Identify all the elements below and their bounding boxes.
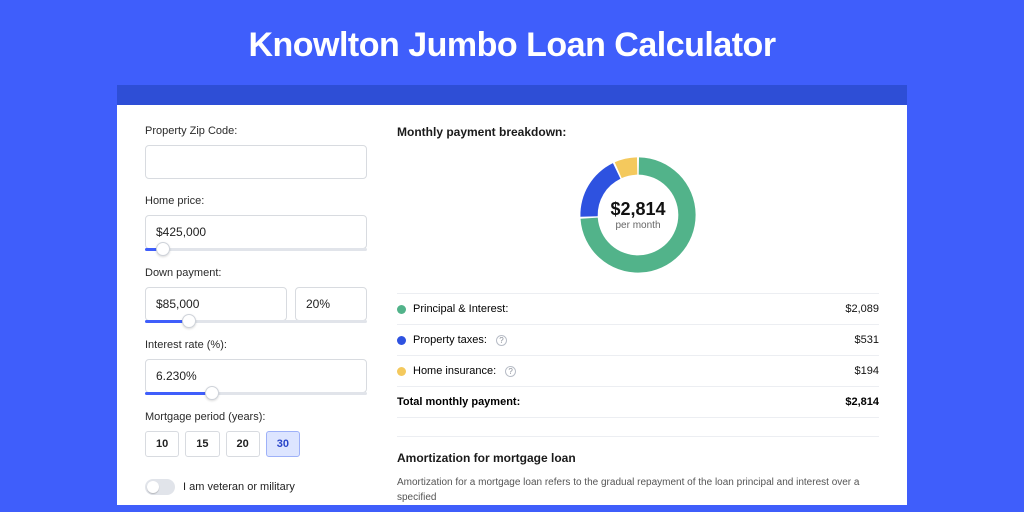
period-option-15[interactable]: 15 [185, 431, 219, 457]
down-payment-slider[interactable] [145, 320, 367, 323]
period-option-10[interactable]: 10 [145, 431, 179, 457]
legend-row: Property taxes:? $531 [397, 325, 879, 356]
info-icon[interactable]: ? [505, 366, 516, 377]
legend-dot [397, 367, 406, 376]
down-payment-field: Down payment: [145, 267, 367, 323]
legend-row: Home insurance:? $194 [397, 356, 879, 387]
legend-label: Property taxes: [413, 334, 487, 346]
legend-total-row: Total monthly payment: $2,814 [397, 387, 879, 418]
donut-center: $2,814 per month [574, 151, 702, 279]
legend-total-value: $2,814 [845, 396, 879, 408]
zip-input[interactable] [145, 145, 367, 179]
period-option-30[interactable]: 30 [266, 431, 300, 457]
amortization-text: Amortization for a mortgage loan refers … [397, 475, 879, 505]
home-price-label: Home price: [145, 195, 367, 207]
amortization-section: Amortization for mortgage loan Amortizat… [397, 436, 879, 505]
mortgage-period-label: Mortgage period (years): [145, 411, 367, 423]
donut-sub: per month [615, 220, 660, 231]
amortization-title: Amortization for mortgage loan [397, 451, 879, 465]
interest-rate-label: Interest rate (%): [145, 339, 367, 351]
veteran-toggle-row: I am veteran or military [145, 479, 367, 495]
zip-field: Property Zip Code: [145, 125, 367, 179]
breakdown-title: Monthly payment breakdown: [397, 125, 879, 139]
down-payment-label: Down payment: [145, 267, 367, 279]
period-option-20[interactable]: 20 [226, 431, 260, 457]
down-payment-input[interactable] [145, 287, 287, 321]
legend-row: Principal & Interest: $2,089 [397, 294, 879, 325]
interest-rate-input[interactable] [145, 359, 367, 393]
info-icon[interactable]: ? [496, 335, 507, 346]
home-price-field: Home price: [145, 195, 367, 251]
legend-total-label: Total monthly payment: [397, 396, 520, 408]
veteran-toggle-label: I am veteran or military [183, 481, 295, 493]
legend-value: $531 [855, 334, 879, 346]
breakdown-column: Monthly payment breakdown: $2,814 per mo… [385, 125, 879, 505]
down-payment-slider-thumb[interactable] [182, 314, 196, 328]
legend: Principal & Interest: $2,089 Property taxe… [397, 293, 879, 418]
home-price-slider[interactable] [145, 248, 367, 251]
zip-label: Property Zip Code: [145, 125, 367, 137]
donut-amount: $2,814 [610, 199, 665, 220]
home-price-slider-thumb[interactable] [156, 242, 170, 256]
page-title: Knowlton Jumbo Loan Calculator [0, 0, 1024, 85]
legend-dot [397, 305, 406, 314]
legend-label: Home insurance: [413, 365, 496, 377]
legend-label: Principal & Interest: [413, 303, 508, 315]
interest-rate-slider-thumb[interactable] [205, 386, 219, 400]
home-price-input[interactable] [145, 215, 367, 249]
donut-chart: $2,814 per month [574, 151, 702, 279]
mortgage-period-options: 1015 2030 [145, 431, 367, 457]
legend-value: $194 [855, 365, 879, 377]
interest-rate-field: Interest rate (%): [145, 339, 367, 395]
donut-chart-wrap: $2,814 per month [397, 151, 879, 279]
mortgage-period-field: Mortgage period (years): 1015 2030 [145, 411, 367, 457]
veteran-toggle[interactable] [145, 479, 175, 495]
calculator-card: Property Zip Code: Home price: Down paym… [117, 85, 907, 505]
down-payment-pct-input[interactable] [295, 287, 367, 321]
inputs-column: Property Zip Code: Home price: Down paym… [145, 125, 385, 505]
legend-dot [397, 336, 406, 345]
interest-rate-slider[interactable] [145, 392, 367, 395]
veteran-toggle-knob [147, 481, 159, 493]
legend-value: $2,089 [845, 303, 879, 315]
